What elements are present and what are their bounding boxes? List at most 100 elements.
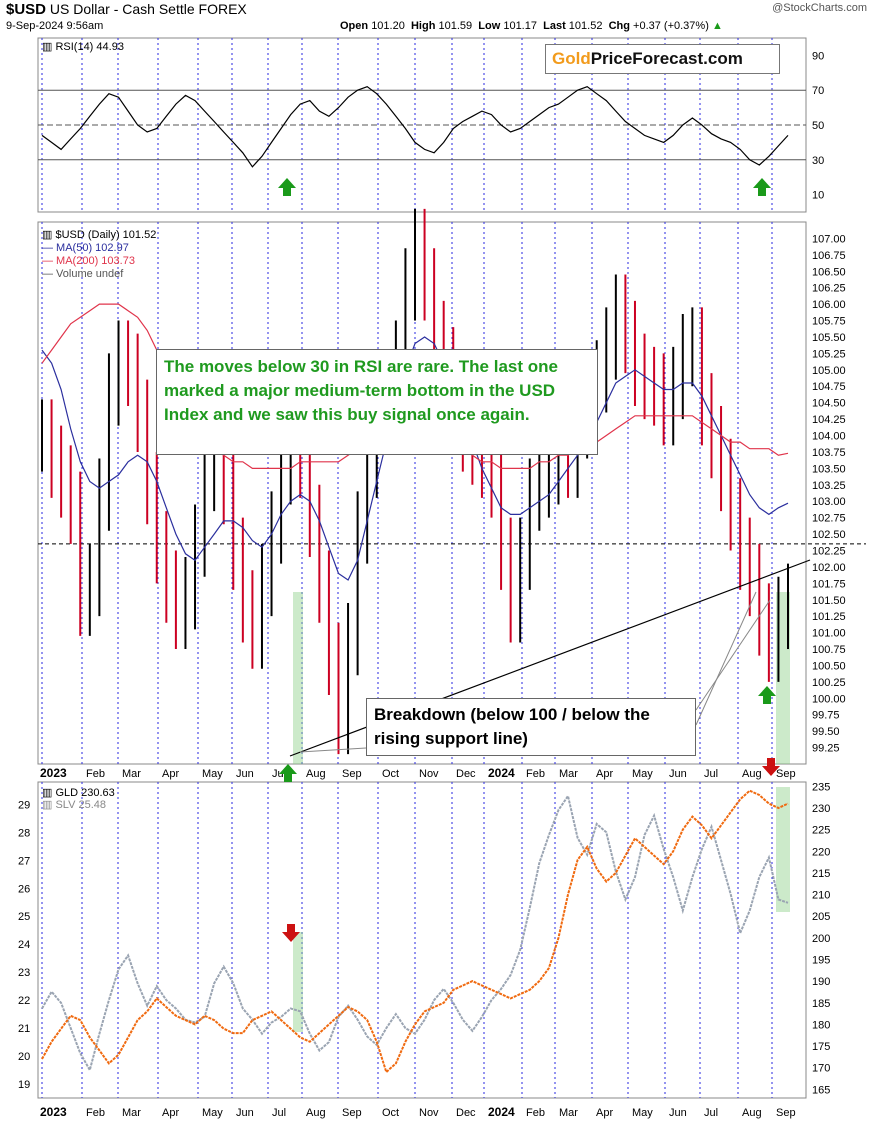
usd-ytick-label: 104.50 <box>812 398 846 410</box>
usd-ytick-label: 100.00 <box>812 693 846 705</box>
rsi-legend-label: ▥ RSI(14) 44.93 <box>42 41 124 53</box>
usd-xtick-label: Aug <box>306 768 326 780</box>
metals-left-ytick-label: 19 <box>18 1079 30 1091</box>
usd-ytick-label: 100.75 <box>812 644 846 656</box>
metals-left-ytick-label: 28 <box>18 827 30 839</box>
usd-ytick-label: 99.50 <box>812 726 840 738</box>
metals-left-ytick-label: 25 <box>18 911 30 923</box>
metals-xtick-label: Jul <box>704 1107 718 1119</box>
rsi-ytick-label: 10 <box>812 190 824 202</box>
usd-xtick-label: 2024 <box>488 766 515 780</box>
usd-ytick-label: 106.00 <box>812 299 846 311</box>
metals-right-ytick-label: 180 <box>812 1019 830 1031</box>
chart-datetime: 9-Sep-2024 9:56am <box>6 20 104 32</box>
metals-xtick-label: May <box>632 1107 653 1119</box>
metals-xtick-label: Aug <box>742 1107 762 1119</box>
symbol-name: US Dollar - Cash Settle <box>49 1 195 17</box>
site-logo: GoldPriceForecast.com <box>545 44 780 74</box>
metals-xtick-label: 2024 <box>488 1105 515 1119</box>
metals-xtick-label: Apr <box>162 1107 179 1119</box>
breakdown-annotation-box: Breakdown (below 100 / below the rising … <box>366 698 696 756</box>
usd-ytick-label: 104.00 <box>812 431 846 443</box>
metals-left-ytick-label: 27 <box>18 855 30 867</box>
metals-left-ytick-label: 21 <box>18 1023 30 1035</box>
metals-right-ytick-label: 220 <box>812 846 830 858</box>
last-value: 101.52 <box>568 20 603 32</box>
usd-ytick-label: 107.00 <box>812 233 846 245</box>
usd-xtick-label: Dec <box>456 768 476 780</box>
metals-right-ytick-label: 215 <box>812 868 830 880</box>
rsi-buy-arrow-up-icon <box>753 178 771 196</box>
metals-right-ytick-label: 170 <box>812 1063 830 1075</box>
high-value: 101.59 <box>438 20 473 32</box>
rsi-ytick-label: 30 <box>812 155 824 167</box>
usd-ytick-label: 104.25 <box>812 414 846 426</box>
metals-xtick-label: Oct <box>382 1107 399 1119</box>
usd-sell-arrow-down-icon <box>762 758 780 776</box>
open-value: 101.20 <box>371 20 405 32</box>
metals-xtick-label: Jun <box>669 1107 687 1119</box>
metals-xtick-label: Feb <box>526 1107 545 1119</box>
metals-right-ytick-label: 230 <box>812 803 830 815</box>
usd-ytick-label: 102.50 <box>812 529 846 541</box>
rsi-ytick-label: 90 <box>812 50 824 62</box>
usd-xtick-label: Feb <box>526 768 545 780</box>
metals-right-ytick-label: 205 <box>812 911 830 923</box>
metals-right-ytick-label: 235 <box>812 781 830 793</box>
usd-highlight-band-0 <box>293 592 303 764</box>
change-value: +0.37 (+0.37%) <box>633 20 709 32</box>
metals-right-ytick-label: 190 <box>812 976 830 988</box>
usd-xtick-label: Aug <box>742 768 762 780</box>
gld-series-line <box>41 789 789 1074</box>
up-triangle-icon: ▲ <box>711 20 723 32</box>
metals-xtick-label: Jun <box>236 1107 254 1119</box>
low-value: 101.17 <box>503 20 537 32</box>
usd-xtick-label: Feb <box>86 768 105 780</box>
usd-ytick-label: 99.25 <box>812 743 840 755</box>
metals-xtick-label: Mar <box>122 1107 141 1119</box>
usd-xtick-label: Jun <box>669 768 687 780</box>
usd-panel-frame <box>37 221 807 765</box>
metals-left-ytick-label: 24 <box>18 939 30 951</box>
rsi-buy-arrow-up-icon <box>278 178 296 196</box>
usd-ytick-label: 100.25 <box>812 677 846 689</box>
metals-xtick-label: Aug <box>306 1107 326 1119</box>
metals-xtick-label: Nov <box>419 1107 439 1119</box>
slv-series-line <box>41 793 789 1073</box>
metals-xtick-label: Apr <box>596 1107 613 1119</box>
source-credit[interactable]: @StockCharts.com <box>772 2 867 14</box>
breakdown-pointer-line-0 <box>299 747 367 753</box>
usd-ytick-label: 102.00 <box>812 562 846 574</box>
usd-xtick-label: 2023 <box>40 766 67 780</box>
usd-ytick-label: 105.00 <box>812 365 846 377</box>
metals-highlight-band-1 <box>776 787 790 912</box>
usd-buy-arrow-up-icon <box>279 764 297 782</box>
rsi-series-line <box>41 86 789 168</box>
usd-ytick-label: 101.75 <box>812 578 846 590</box>
usd-xtick-label: Mar <box>559 768 578 780</box>
usd-xtick-label: Oct <box>382 768 399 780</box>
metals-right-ytick-label: 195 <box>812 954 830 966</box>
breakdown-pointer-line-1 <box>695 591 757 726</box>
usd-ytick-label: 105.50 <box>812 332 846 344</box>
met-panel-frame <box>37 781 807 1099</box>
usd-ytick-label: 102.25 <box>812 545 846 557</box>
symbol: $USD <box>6 1 47 18</box>
rsi-ytick-label: 70 <box>812 85 824 97</box>
usd-legend-item: — Volume undef <box>42 268 124 280</box>
usd-xtick-label: May <box>632 768 653 780</box>
usd-ytick-label: 103.00 <box>812 496 846 508</box>
usd-ytick-label: 103.25 <box>812 480 846 492</box>
usd-xtick-label: Sep <box>776 768 796 780</box>
usd-ytick-label: 103.75 <box>812 447 846 459</box>
metals-right-ytick-label: 210 <box>812 890 830 902</box>
ohlc-readout: Open 101.20 High 101.59 Low 101.17 Last … <box>340 20 723 32</box>
usd-xtick-label: Apr <box>596 768 613 780</box>
metals-xtick-label: Feb <box>86 1107 105 1119</box>
logo-gold-text: Gold <box>552 49 591 68</box>
metals-xtick-label: Mar <box>559 1107 578 1119</box>
usd-ytick-label: 101.00 <box>812 628 846 640</box>
usd-xtick-label: Jun <box>236 768 254 780</box>
usd-xtick-label: Nov <box>419 768 439 780</box>
